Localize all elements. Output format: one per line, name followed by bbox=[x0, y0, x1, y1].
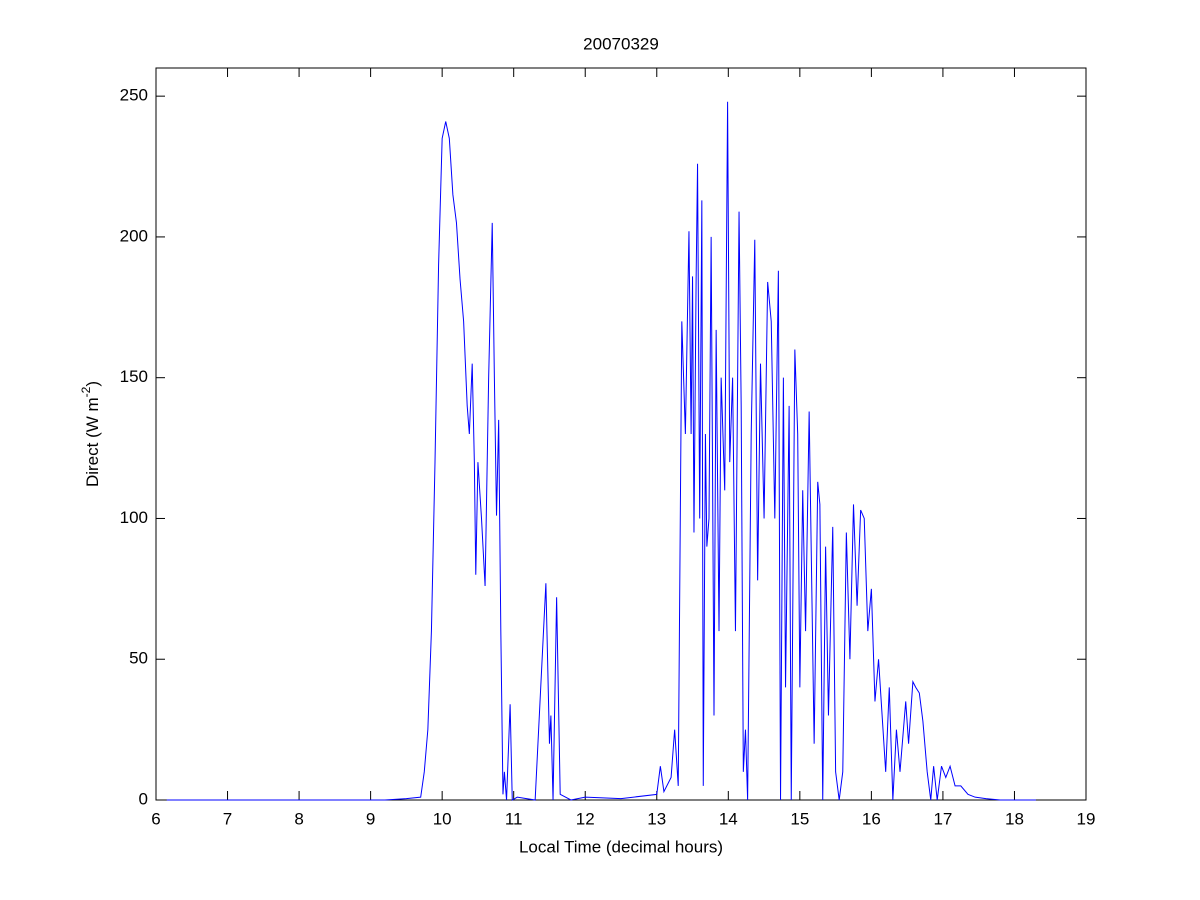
data-line bbox=[166, 101, 1036, 801]
axes-box bbox=[155, 67, 1087, 801]
x-tick-label: 10 bbox=[433, 809, 452, 828]
chart-title: 20070329 bbox=[583, 34, 659, 53]
x-tick-label: 7 bbox=[223, 809, 232, 828]
y-tick-label: 250 bbox=[120, 86, 148, 105]
y-tick-label: 200 bbox=[120, 226, 148, 245]
y-label-part: ) bbox=[83, 381, 102, 387]
x-tick-label: 13 bbox=[647, 809, 666, 828]
y-label-part: Direct (W m bbox=[83, 397, 102, 487]
x-tick-label: 17 bbox=[933, 809, 952, 828]
y-label-sup: -2 bbox=[79, 386, 93, 397]
y-tick-label: 100 bbox=[120, 508, 148, 527]
x-tick-label: 18 bbox=[1005, 809, 1024, 828]
x-tick-label: 12 bbox=[576, 809, 595, 828]
x-tick-label: 15 bbox=[790, 809, 809, 828]
y-tick-label: 150 bbox=[120, 367, 148, 386]
y-tick-label: 0 bbox=[139, 789, 148, 808]
y-axis-label: Direct (W m-2) bbox=[79, 381, 102, 487]
x-tick-label: 14 bbox=[719, 809, 738, 828]
x-tick-label: 16 bbox=[862, 809, 881, 828]
x-tick-label: 6 bbox=[151, 809, 160, 828]
x-tick-label: 11 bbox=[505, 809, 523, 828]
x-tick-label: 8 bbox=[294, 809, 303, 828]
y-tick-label: 50 bbox=[129, 649, 148, 668]
x-tick-label: 19 bbox=[1077, 809, 1096, 828]
x-tick-label: 9 bbox=[366, 809, 375, 828]
x-axis-label: Local Time (decimal hours) bbox=[519, 837, 723, 856]
